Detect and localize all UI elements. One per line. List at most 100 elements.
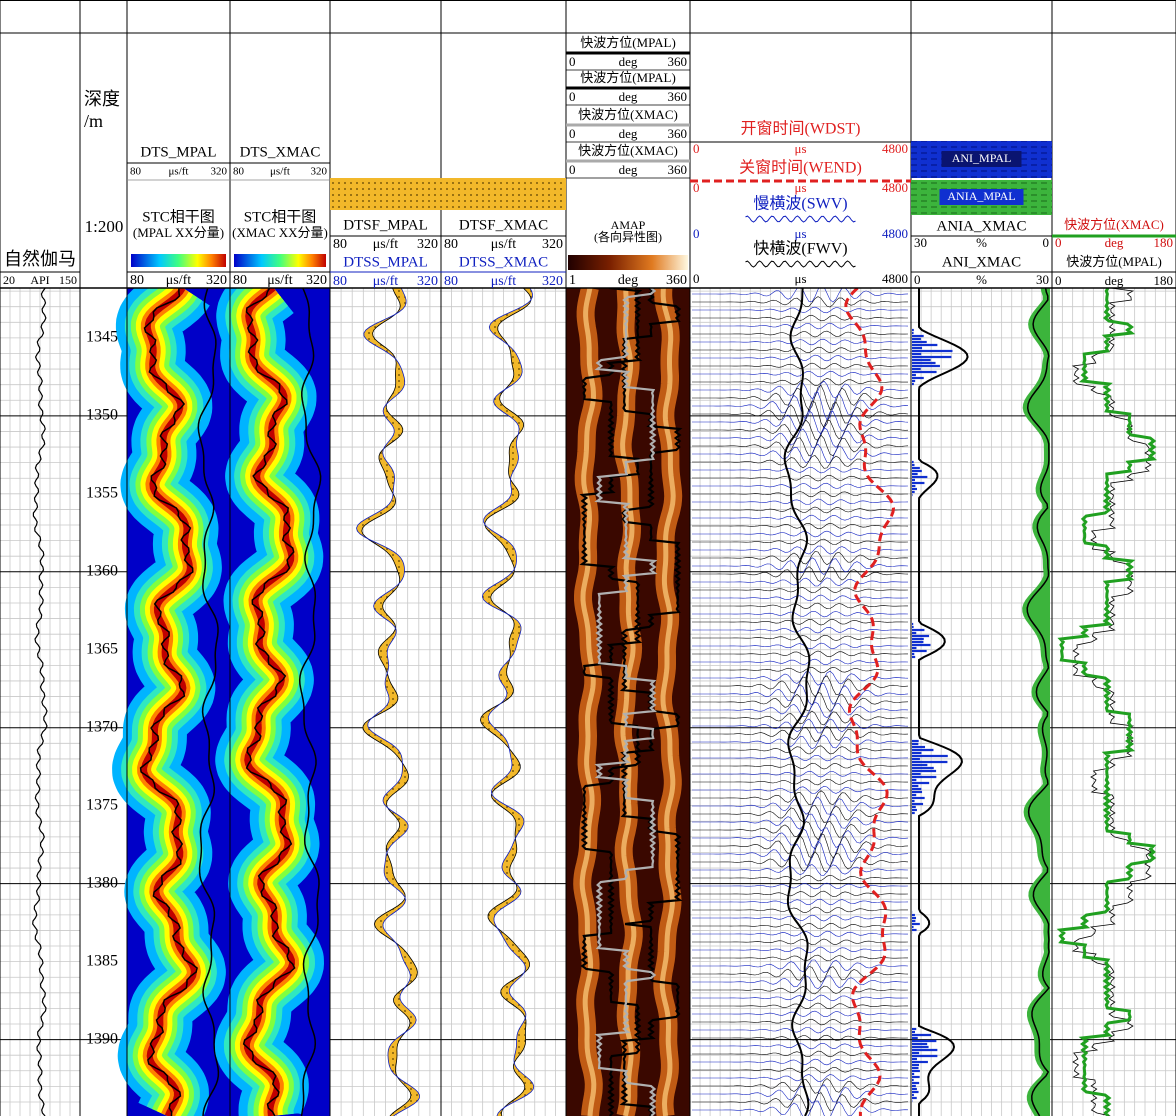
scale-label: 0 (1055, 235, 1062, 250)
scale-label: deg (1105, 235, 1124, 250)
waveform (692, 539, 908, 545)
waveform (692, 899, 908, 905)
waveform (692, 595, 908, 601)
waveform (692, 1027, 908, 1033)
color-bar (568, 255, 688, 270)
scale-label: 80 (130, 273, 144, 288)
header-label: 1:200 (85, 217, 124, 236)
scale-label: 320 (306, 273, 327, 288)
scale-label: 80 (233, 166, 245, 178)
waveform (692, 955, 908, 961)
scale-label: 150 (59, 273, 77, 287)
header-label: 快波方位(MPAL) (1066, 254, 1162, 269)
header-label: /m (84, 111, 103, 131)
waveform (692, 1035, 908, 1041)
depth-label: 1380 (86, 874, 118, 891)
scale-label: 1 (569, 273, 576, 288)
waveform (692, 546, 908, 554)
scale-label: 80 (333, 237, 347, 252)
header-label: 自然伽马 (4, 249, 76, 269)
scale-label: deg (619, 126, 638, 141)
scale-label: 4800 (882, 141, 908, 156)
header-label: DTSS_XMAC (459, 254, 548, 270)
color-bar (131, 254, 226, 267)
scale-label: 360 (668, 54, 688, 69)
scale-label: 360 (666, 273, 687, 288)
fill-legend (441, 178, 566, 210)
scale-label: 0 (1055, 273, 1062, 288)
waveform (692, 587, 908, 593)
waveform (692, 779, 908, 785)
scale-label: 80 (444, 274, 458, 289)
waveform (692, 702, 908, 718)
scale-label: μs (794, 271, 806, 286)
waveform (692, 735, 908, 749)
waveform (692, 683, 908, 705)
waveform (692, 323, 908, 329)
scale-label: 360 (668, 89, 688, 104)
scale-label: μs/ft (169, 166, 189, 178)
waveform (692, 1079, 908, 1094)
depth-label: 1385 (86, 952, 118, 969)
waveform (692, 331, 908, 337)
scale-label: 0 (914, 272, 921, 287)
scale-label: μs/ft (491, 237, 517, 252)
waveform (692, 755, 908, 761)
scale-label: 320 (211, 166, 228, 178)
scale-label: deg (619, 89, 638, 104)
anisotropy-fill (480, 288, 533, 1116)
header-label: 快波方位(XMAC) (578, 143, 678, 158)
header-label: 慢横波(SWV) (753, 195, 847, 213)
scale-label: μs/ft (267, 273, 293, 288)
waveform (692, 791, 908, 805)
header-label: 开窗时间(WDST) (741, 120, 861, 138)
scale-label: 0 (569, 89, 576, 104)
header-label: DTS_MPAL (140, 144, 216, 160)
scale-label: μs/ft (166, 273, 192, 288)
scale-label: 80 (333, 274, 347, 289)
depth-label: 1360 (86, 562, 118, 579)
fill-legend (330, 178, 441, 210)
scale-label: % (976, 272, 987, 287)
waveform (692, 567, 908, 582)
header-label: ANI_XMAC (942, 254, 1021, 270)
scale-label: 0 (569, 126, 576, 141)
scale-label: μs/ft (491, 274, 517, 289)
scale-label: deg (619, 162, 638, 177)
header-label: (XMAC XX分量) (232, 225, 328, 240)
waveform (692, 667, 908, 673)
header-label: ANIA_MPAL (947, 189, 1015, 203)
header-label: DTSF_XMAC (459, 217, 548, 233)
waveform (692, 483, 908, 489)
scale-label: 320 (417, 237, 438, 252)
depth-label: 1375 (86, 796, 118, 813)
amap-title: (各向异性图) (594, 229, 662, 244)
header-label: 快波方位(XMAC) (578, 107, 678, 122)
waveform (692, 467, 908, 473)
waveform (692, 297, 908, 307)
waveform (692, 619, 908, 625)
header-label: DTSF_MPAL (343, 217, 427, 233)
waveform (692, 1067, 908, 1073)
waveform (692, 939, 908, 945)
waveform (692, 651, 908, 657)
scale-label: μs (794, 180, 806, 195)
scale-label: 80 (444, 237, 458, 252)
scale-label: μs (794, 226, 806, 241)
scale-label: deg (618, 273, 638, 288)
waveform (692, 627, 908, 633)
scale-label: 0 (1043, 235, 1050, 250)
header-label: ANIA_XMAC (937, 218, 1027, 234)
scale-label: μs/ft (373, 274, 399, 289)
waveform (692, 611, 908, 617)
scale-label: 30 (914, 235, 927, 250)
scale-label: 320 (542, 237, 563, 252)
scale-label: 80 (130, 166, 142, 178)
waveform (692, 315, 908, 321)
page: {"depth_range": [1341.8, 1394.9], "depth… (0, 0, 1176, 1116)
scale-label: 0 (693, 180, 700, 195)
scale-label: 320 (311, 166, 328, 178)
header-label: (MPAL XX分量) (133, 225, 224, 240)
depth-label: 1355 (86, 485, 118, 502)
header-label: DTSS_MPAL (343, 254, 427, 270)
